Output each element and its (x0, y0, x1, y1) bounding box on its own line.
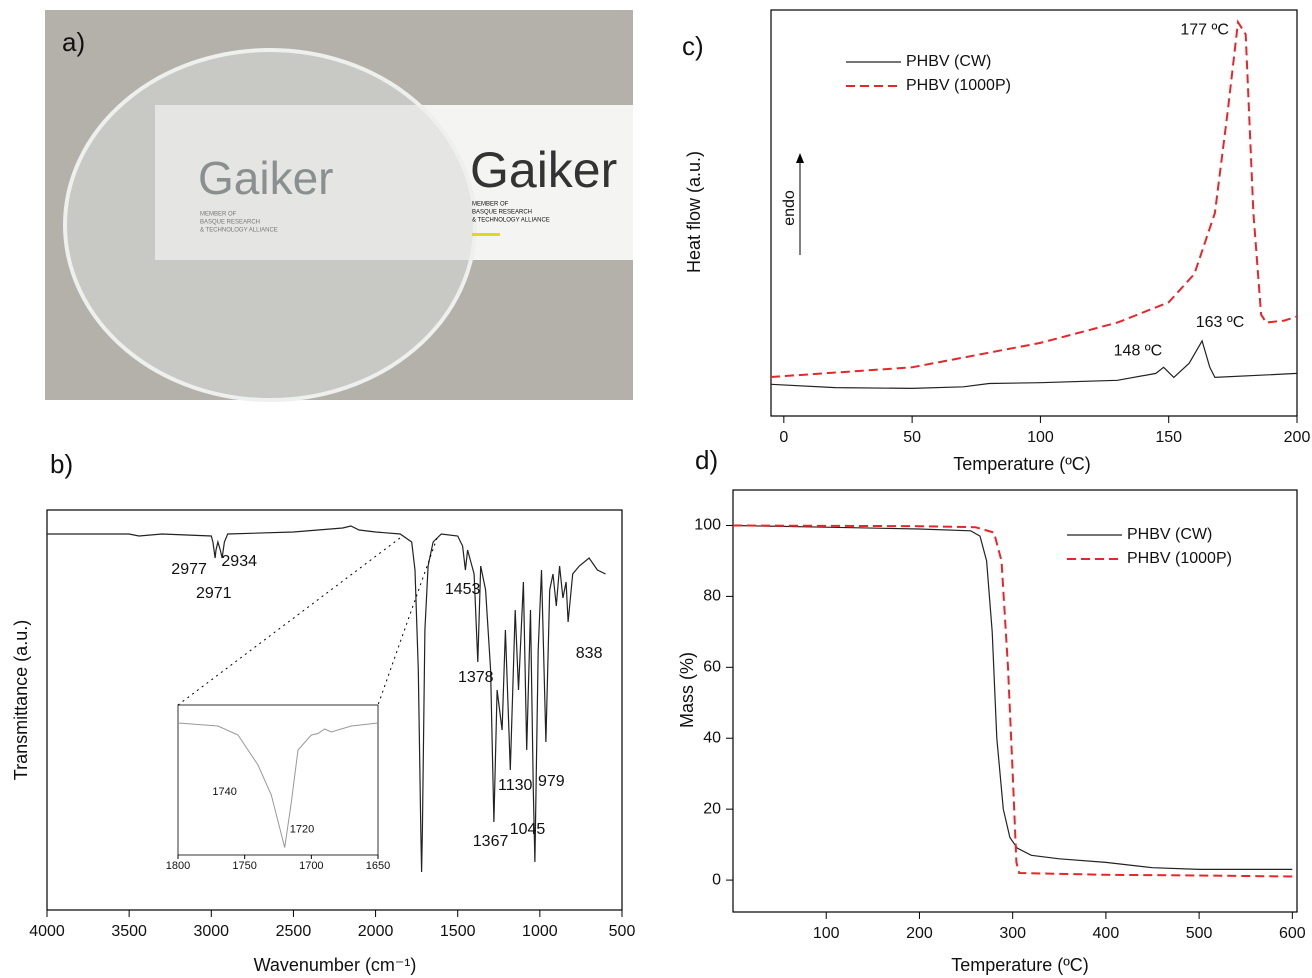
x-tick-label: 1750 (232, 860, 256, 872)
film (63, 48, 477, 402)
logo-bar (472, 233, 500, 236)
panel-label: d) (695, 445, 718, 475)
annotation: 1453 (445, 581, 481, 598)
zoom-guide (177, 537, 401, 706)
x-tick-label: 50 (903, 429, 921, 446)
annotation: 2934 (221, 553, 257, 570)
x-tick-label: 3500 (111, 923, 147, 940)
x-tick-label: 1700 (299, 860, 323, 872)
x-tick-label: 3000 (193, 923, 229, 940)
logo: Gaiker (470, 142, 617, 198)
x-axis-label: Temperature (ºC) (953, 454, 1091, 474)
x-tick-label: 4000 (29, 923, 65, 940)
legend-label: PHBV (1000P) (906, 77, 1011, 94)
x-tick-label: 200 (906, 925, 933, 942)
annotation: 838 (576, 645, 603, 662)
annotation: 177 ºC (1180, 22, 1229, 39)
y-tick-label: 60 (703, 659, 721, 676)
annotation: 163 ºC (1196, 314, 1245, 331)
annotation: 1740 (212, 786, 236, 798)
y-tick-label: 0 (712, 871, 721, 888)
data-line (770, 339, 1298, 390)
logo-line: BASQUE RESEARCH (200, 220, 260, 226)
plot-frame (770, 9, 1298, 417)
legend-label: PHBV (CW) (906, 53, 991, 70)
annotation: 979 (538, 773, 565, 790)
x-tick-label: 1650 (366, 860, 390, 872)
data-line (47, 525, 606, 873)
annotation: 2971 (196, 585, 232, 602)
logo-line: MEMBER OF (472, 202, 509, 208)
panel-label: b) (50, 449, 73, 479)
x-tick-label: 600 (1279, 925, 1306, 942)
plot-frame (177, 704, 379, 856)
legend-label: PHBV (1000P) (1127, 550, 1232, 567)
x-tick-label: 500 (1186, 925, 1213, 942)
annotation: 1045 (510, 821, 546, 838)
panel-label: c) (682, 31, 704, 61)
x-tick-label: 2500 (276, 923, 312, 940)
x-tick-label: 400 (1093, 925, 1120, 942)
logo-line: BASQUE RESEARCH (472, 210, 532, 216)
panel-label: a) (62, 27, 85, 57)
y-axis-label: Heat flow (a.u.) (684, 151, 704, 273)
arrow-label: endo (781, 190, 798, 226)
photo: a) Gaiker Gaiker MEMBER OF BASQUE RESEAR… (45, 10, 633, 402)
y-tick-label: 100 (694, 517, 721, 534)
x-axis-label: Wavenumber (cm⁻¹) (254, 955, 417, 975)
legend-label: PHBV (CW) (1127, 526, 1212, 543)
data-line (770, 19, 1298, 378)
x-tick-label: 1800 (166, 860, 190, 872)
y-tick-label: 80 (703, 588, 721, 605)
x-tick-label: 500 (609, 923, 636, 940)
annotation: 2977 (171, 561, 207, 578)
y-tick-label: 20 (703, 800, 721, 817)
x-axis-label: Temperature (ºC) (951, 955, 1089, 975)
y-axis-label: Mass (%) (677, 652, 697, 728)
plot-frame (732, 489, 1298, 913)
x-tick-label: 150 (1155, 429, 1182, 446)
logo-line: & TECHNOLOGY ALLIANCE (200, 228, 278, 234)
logo-line: MEMBER OF (200, 212, 237, 218)
logo-faded: Gaiker (198, 152, 333, 204)
x-tick-label: 300 (999, 925, 1026, 942)
inset: 1800 1750 1700 1650 1740 1720 (166, 704, 390, 872)
data-line (732, 524, 1293, 870)
annotation: 1367 (473, 833, 509, 850)
x-tick-label: 1000 (522, 923, 558, 940)
plot: 0 50 100 150 200 177 ºC 163 ºC 148 ºC PHBV (CW) P… (770, 9, 1311, 446)
x-tick-label: 100 (1027, 429, 1054, 446)
annotation: 148 ºC (1114, 342, 1163, 359)
y-axis-label: Transmittance (a.u.) (11, 620, 31, 780)
x-tick-label: 200 (1284, 429, 1311, 446)
annotation: 1378 (458, 669, 494, 686)
data-line (177, 722, 379, 848)
endo-arrowhead (796, 153, 804, 163)
x-tick-label: 0 (779, 429, 788, 446)
x-tick-label: 1500 (440, 923, 476, 940)
logo-line: & TECHNOLOGY ALLIANCE (472, 218, 550, 224)
annotation: 1720 (290, 823, 314, 835)
x-tick-label: 100 (813, 925, 840, 942)
annotation: 1130 (498, 777, 533, 794)
y-tick-label: 40 (703, 729, 721, 746)
x-tick-label: 2000 (358, 923, 394, 940)
plot: 100 200 300 400 500 600 0 20 40 60 80 100 PHBV (CW) P… (694, 489, 1306, 942)
data-line (732, 524, 1293, 878)
